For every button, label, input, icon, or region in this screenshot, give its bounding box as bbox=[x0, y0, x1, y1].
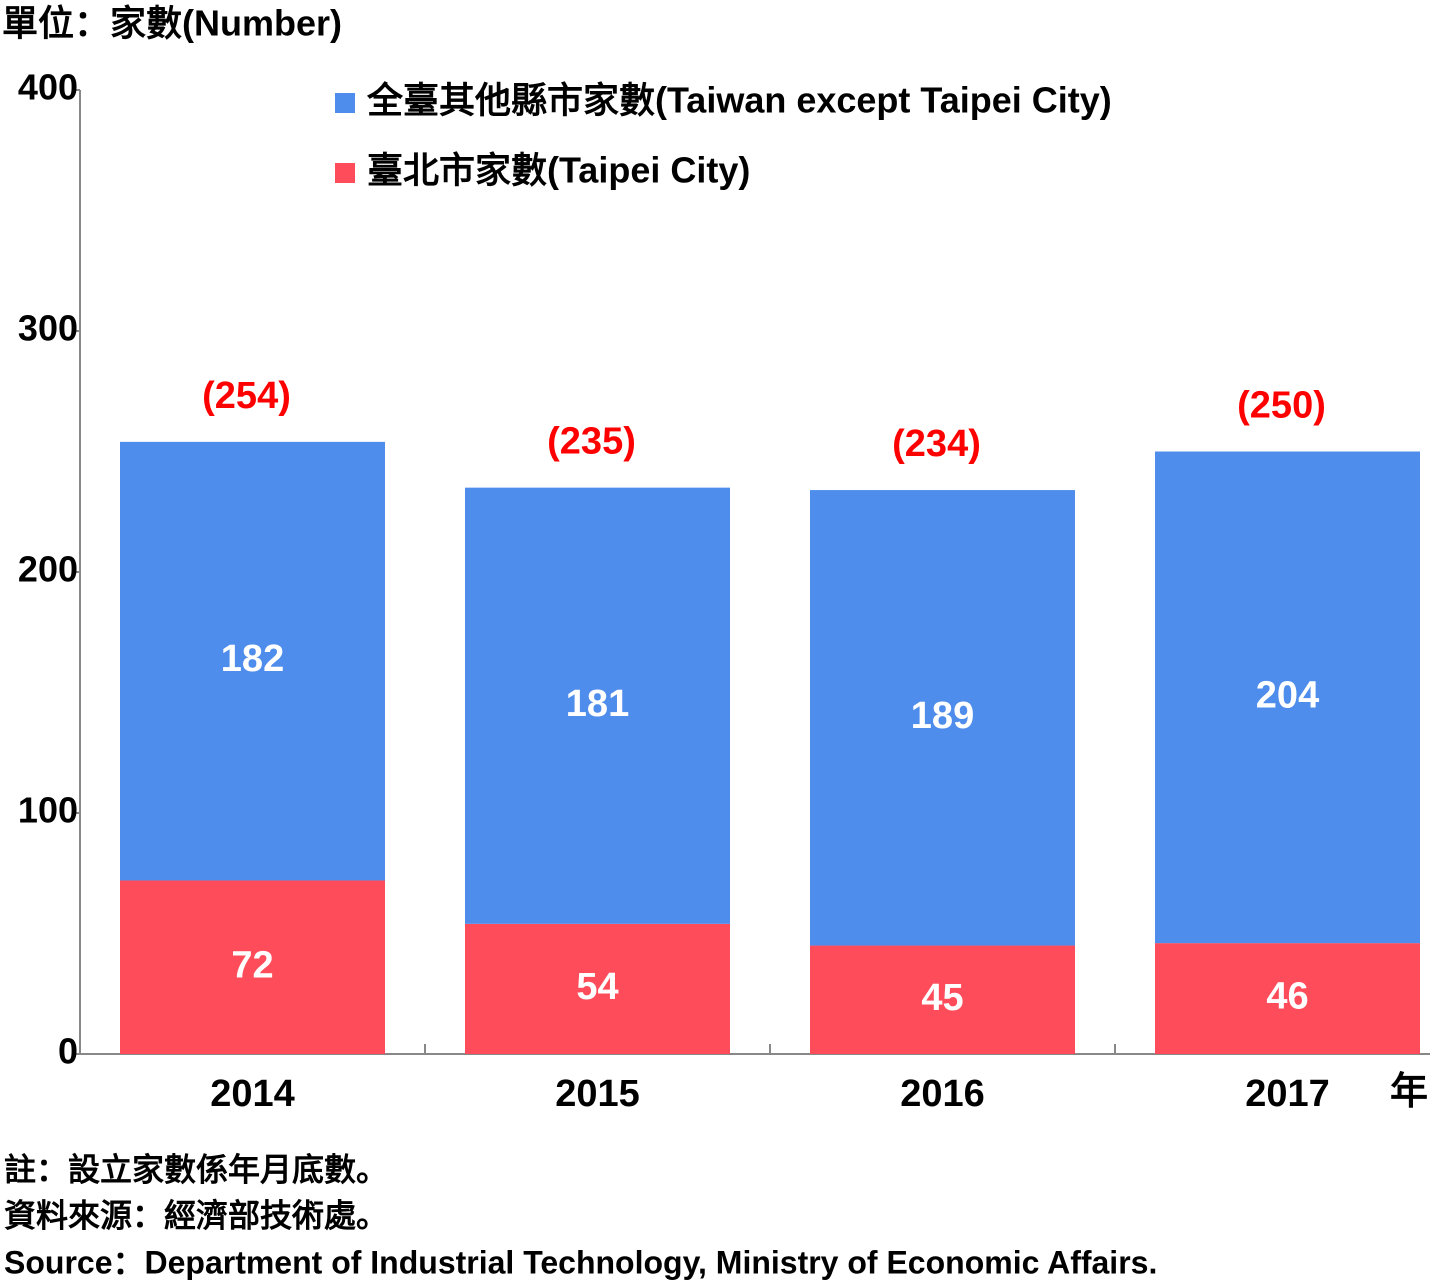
y-tick-label: 100 bbox=[18, 790, 78, 831]
value-label: 182 bbox=[221, 638, 284, 680]
note: 註：設立家數係年月底數。 bbox=[4, 1151, 388, 1187]
note: Source：Department of Industrial Technolo… bbox=[4, 1244, 1157, 1280]
bar-segment bbox=[1155, 943, 1420, 1054]
x-unit-label: 年 bbox=[1390, 1071, 1428, 1113]
x-tick-label: 2014 bbox=[210, 1073, 295, 1115]
value-label: 45 bbox=[921, 977, 963, 1019]
total-label: (254) bbox=[202, 375, 291, 417]
bar-segment bbox=[1155, 451, 1420, 944]
legend-label: 全臺其他縣市家數(Taiwan except Taipei City) bbox=[366, 80, 1112, 121]
value-label: 46 bbox=[1266, 976, 1308, 1018]
value-label: 54 bbox=[576, 966, 618, 1008]
total-label: (235) bbox=[547, 421, 636, 463]
x-tick-label: 2015 bbox=[555, 1073, 640, 1115]
note: 資料來源：經濟部技術處。 bbox=[4, 1197, 388, 1233]
x-tick-label: 2016 bbox=[900, 1073, 985, 1115]
unit-label: 單位：家數(Number) bbox=[2, 3, 342, 44]
value-label: 72 bbox=[231, 944, 273, 986]
bar-segment bbox=[120, 441, 385, 881]
y-tick-label: 200 bbox=[18, 549, 78, 590]
bar-segment bbox=[810, 945, 1075, 1054]
value-label: 204 bbox=[1256, 674, 1319, 716]
bar-segment bbox=[465, 923, 730, 1054]
value-label: 181 bbox=[566, 683, 629, 725]
y-tick-label: 400 bbox=[18, 67, 78, 108]
value-label: 189 bbox=[911, 695, 974, 737]
bar-segment bbox=[120, 880, 385, 1054]
y-tick-label: 0 bbox=[58, 1031, 78, 1072]
y-tick-label: 300 bbox=[18, 308, 78, 349]
bar-segment bbox=[810, 490, 1075, 946]
legend-swatch bbox=[335, 93, 355, 113]
legend-label: 臺北市家數(Taipei City) bbox=[367, 150, 750, 191]
bar-segment bbox=[465, 487, 730, 924]
total-label: (234) bbox=[892, 423, 981, 465]
legend-swatch bbox=[335, 163, 355, 183]
total-label: (250) bbox=[1237, 385, 1326, 427]
x-tick-label: 2017 bbox=[1245, 1073, 1330, 1115]
